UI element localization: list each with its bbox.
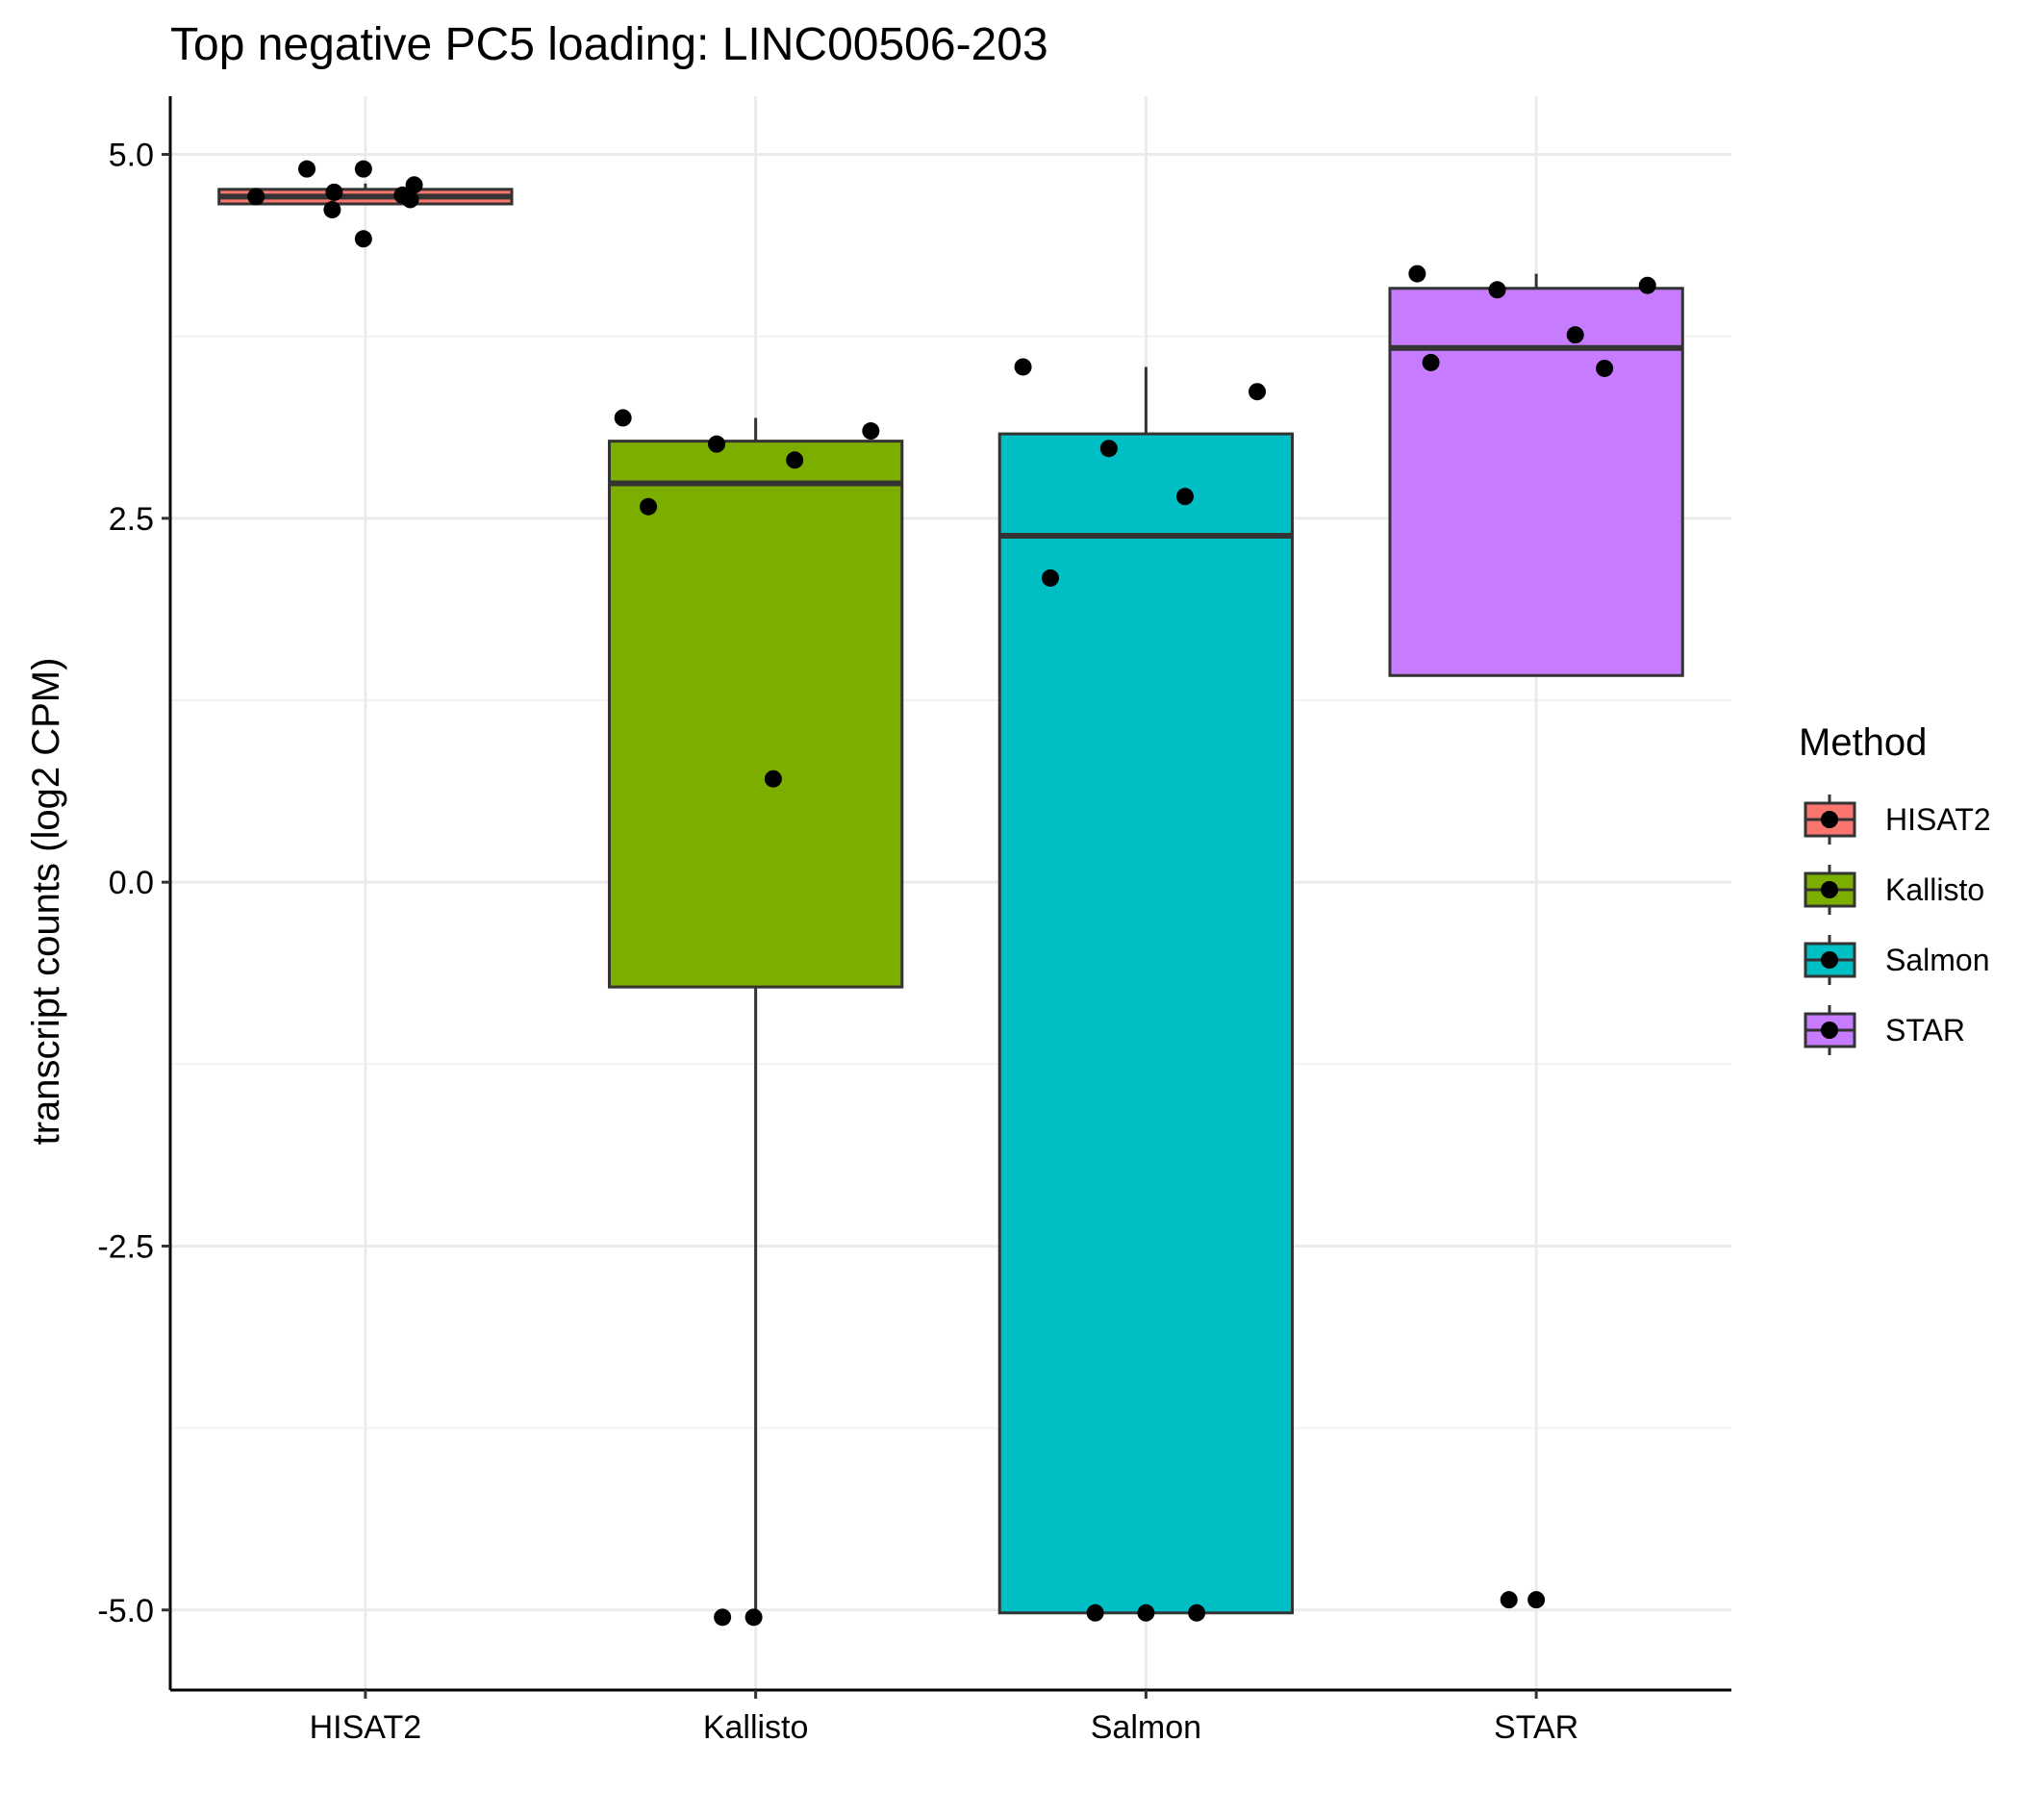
data-point-kallisto xyxy=(708,435,726,453)
y-tick-label: 0.0 xyxy=(109,865,154,901)
data-point-salmon xyxy=(1099,440,1118,458)
legend-key-point xyxy=(1821,1022,1838,1039)
legend-key-point xyxy=(1821,951,1838,969)
data-point-star xyxy=(1527,1591,1546,1609)
data-point-kallisto xyxy=(744,1608,763,1627)
data-point-salmon xyxy=(1249,383,1267,401)
data-point-hisat2 xyxy=(354,230,372,248)
legend-key-point xyxy=(1821,881,1838,898)
box-salmon xyxy=(997,366,1295,1615)
data-point-kallisto xyxy=(714,1608,732,1627)
data-point-star xyxy=(1566,326,1584,344)
y-tick-label: 5.0 xyxy=(109,138,154,174)
axes: 5.0 2.5 0.0 -2.5 -5.0 HISAT2 Kallisto Salmon STA… xyxy=(97,96,1731,1746)
data-point-hisat2 xyxy=(354,160,372,178)
boxes xyxy=(217,183,1684,1618)
y-tick-label: -2.5 xyxy=(97,1228,154,1265)
box-iqr xyxy=(1388,287,1684,677)
legend-item-star: STAR xyxy=(1804,1005,1965,1055)
legend-item-kallisto: Kallisto xyxy=(1804,865,1984,915)
legend-label: Kallisto xyxy=(1885,872,1984,907)
data-point-hisat2 xyxy=(247,188,265,206)
data-point-hisat2 xyxy=(325,183,343,201)
data-point-star xyxy=(1408,265,1426,283)
data-point-star xyxy=(1422,353,1440,371)
box-hisat2 xyxy=(217,183,514,206)
data-point-hisat2 xyxy=(298,160,316,178)
chart-title: Top negative PC5 loading: LINC00506-203 xyxy=(170,19,1048,70)
data-point-star xyxy=(1596,359,1614,377)
box-star xyxy=(1388,273,1684,677)
legend-label: HISAT2 xyxy=(1885,802,1991,837)
data-point-salmon xyxy=(1175,488,1194,506)
legend-title: Method xyxy=(1799,721,1927,764)
y-tick-label: 2.5 xyxy=(109,501,154,538)
legend-item-salmon: Salmon xyxy=(1804,935,1990,985)
legend-label: Salmon xyxy=(1885,943,1990,977)
data-point-kallisto xyxy=(640,497,658,516)
legend-item-hisat2: HISAT2 xyxy=(1804,795,1991,845)
data-point-hisat2 xyxy=(323,201,341,219)
x-tick-label: Salmon xyxy=(1091,1709,1201,1746)
legend-label: STAR xyxy=(1885,1013,1965,1047)
legend-key-point xyxy=(1821,811,1838,828)
data-point-salmon xyxy=(1014,358,1032,376)
data-point-kallisto xyxy=(614,409,632,427)
data-point-salmon xyxy=(1188,1603,1206,1622)
box-iqr xyxy=(997,432,1295,1615)
data-point-salmon xyxy=(1041,568,1059,587)
y-axis-title: transcript counts (log2 CPM) xyxy=(25,658,67,1146)
data-point-star xyxy=(1638,276,1656,294)
box-kallisto xyxy=(607,417,904,1618)
data-point-star xyxy=(1488,281,1506,299)
x-tick-label: STAR xyxy=(1494,1709,1578,1746)
data-point-salmon xyxy=(1086,1603,1104,1622)
data-point-kallisto xyxy=(764,770,782,788)
data-point-salmon xyxy=(1137,1603,1155,1622)
box-iqr xyxy=(607,440,904,989)
x-tick-label: HISAT2 xyxy=(310,1709,422,1746)
data-point-hisat2 xyxy=(401,190,419,209)
data-point-star xyxy=(1500,1591,1518,1609)
data-points xyxy=(247,160,1656,1627)
data-point-kallisto xyxy=(786,451,804,469)
data-point-hisat2 xyxy=(405,176,423,194)
data-point-kallisto xyxy=(862,422,880,441)
x-tick-label: Kallisto xyxy=(703,1709,809,1746)
y-tick-label: -5.0 xyxy=(97,1593,154,1629)
legend: Method HISAT2 Kallisto Salmon STAR xyxy=(1799,721,1991,1055)
